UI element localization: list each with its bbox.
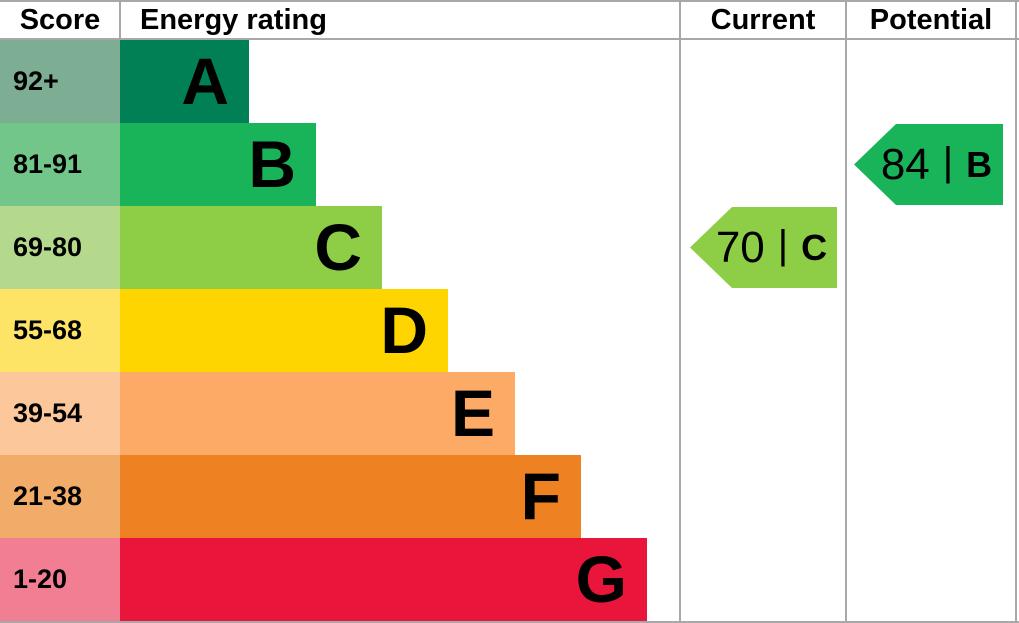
current-rating-value: 70 [715,222,765,272]
band-row-e: 39-54 E [0,372,1019,455]
band-bar-e: E [120,372,515,455]
band-row-d: 55-68 D [0,289,1019,372]
band-bar-c: C [120,206,382,289]
band-letter-f: F [520,459,561,533]
score-range-d: 55-68 [0,289,120,372]
band-letter-c: C [314,210,362,284]
current-column-divider-line [679,2,681,621]
band-letter-d: D [380,293,428,367]
potential-rating-value: 84 [880,139,930,189]
score-range-f: 21-38 [0,455,120,538]
band-bar-b: B [120,123,316,206]
band-row-b: 81-91 B [0,123,1019,206]
chart-header-row: Score Energy rating Current Potential [0,0,1019,40]
potential-rating-separator: | [942,140,954,184]
band-letter-e: E [450,376,495,450]
current-rating-separator: | [777,223,789,267]
band-row-g: 1-20 G [0,538,1019,621]
band-row-a: 92+ A [0,40,1019,123]
potential-column-divider-line [845,2,847,621]
right-border-line [1015,2,1017,621]
band-row-f: 21-38 F [0,455,1019,538]
potential-column-header: Potential [869,4,993,36]
current-column-header: Current [710,4,816,36]
band-row-c: 69-80 C [0,206,1019,289]
potential-rating-band-letter: B [966,143,993,185]
score-range-a: 92+ [0,40,120,123]
score-range-e: 39-54 [0,372,120,455]
score-range-g: 1-20 [0,538,120,621]
band-letter-g: G [575,542,627,616]
score-range-b: 81-91 [0,123,120,206]
band-bar-g: G [120,538,647,621]
score-range-c: 69-80 [0,206,120,289]
score-column-header: Score [19,4,101,36]
score-rating-divider-line [119,2,121,38]
current-rating-band-letter: C [801,226,828,268]
band-rows: 92+ A 81-91 B 69-80 C 55-68 D 39-54 E 21… [0,40,1019,621]
band-bar-a: A [120,40,249,123]
band-letter-b: B [248,127,296,201]
bottom-border-line [0,621,1019,623]
band-bar-d: D [120,289,448,372]
energy-rating-column-header: Energy rating [140,4,327,36]
band-letter-a: A [181,44,229,118]
band-bar-f: F [120,455,581,538]
